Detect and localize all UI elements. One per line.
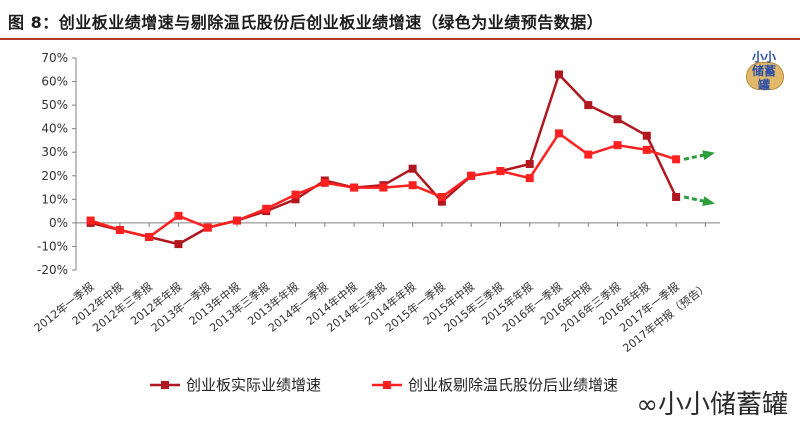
series-1-marker: [555, 70, 563, 79]
logo-text-line2: 储蓄: [751, 64, 776, 78]
series-2-marker: [233, 216, 241, 225]
series-1-marker: [584, 101, 593, 110]
series-2-marker: [555, 129, 563, 138]
series-2-marker: [496, 167, 505, 176]
series-2-marker: [174, 211, 183, 220]
legend-label-2: 创业板剔除温氏股份后业绩增速: [408, 376, 618, 394]
forecast-arrow-upper: [683, 151, 713, 161]
forecast-arrow-lower-head: [702, 196, 715, 206]
series-1-marker: [613, 115, 622, 124]
series-2-marker: [379, 183, 388, 192]
figure-header: 图 8：创业板业绩增速与剔除温氏股份后创业板业绩增速（绿色为业绩预告数据）: [0, 0, 800, 40]
series-1-marker: [174, 240, 183, 249]
series-1-marker: [672, 192, 681, 201]
y-tick-label: 60%: [41, 75, 68, 89]
y-tick-label: 0%: [49, 216, 68, 230]
y-tick-label: 20%: [41, 169, 68, 183]
y-tick-label: 70%: [41, 51, 68, 65]
series-2-marker: [203, 223, 212, 232]
legend-marker-1: [161, 381, 169, 389]
series-2-marker: [437, 192, 446, 201]
piggy-bank-icon: [746, 62, 784, 90]
series-2-marker: [350, 183, 359, 192]
y-tick-label: 40%: [41, 122, 68, 136]
series-2-marker: [408, 181, 417, 190]
series-2-marker: [642, 145, 651, 154]
watermark-text: 小小储蓄罐: [657, 390, 788, 420]
series-2-marker: [613, 141, 622, 150]
legend-marker-2: [383, 381, 391, 389]
series-2-marker: [467, 171, 476, 180]
watermark-icon: ∞: [636, 390, 658, 420]
series-2-marker: [262, 204, 271, 213]
legend-label-1: 创业板实际业绩增速: [186, 376, 321, 394]
y-tick-label: 50%: [41, 98, 68, 112]
series-1-marker: [437, 197, 446, 206]
y-tick-label: -10%: [37, 239, 68, 253]
watermark: ∞小小储蓄罐: [636, 384, 788, 421]
y-tick-label: -20%: [37, 263, 68, 277]
series-2-marker: [86, 216, 95, 225]
series-1-marker: [408, 164, 417, 173]
series-2-marker: [584, 150, 593, 159]
series-2-marker: [525, 174, 534, 183]
piggy-bank-logo: 小小 储蓄 罐: [744, 50, 784, 106]
figure-title: 图 8：创业板业绩增速与剔除温氏股份后创业板业绩增速（绿色为业绩预告数据）: [8, 13, 604, 32]
y-tick-label: 30%: [41, 145, 68, 159]
series-1-marker: [642, 131, 651, 140]
logo-text-line3: 罐: [757, 78, 770, 92]
logo-text-line1: 小小: [751, 50, 776, 64]
series-1-marker: [291, 195, 300, 204]
series-2-marker: [145, 233, 154, 242]
series-1-marker: [525, 160, 534, 168]
series-2-marker: [672, 155, 681, 164]
forecast-arrow-lower: [683, 195, 713, 205]
y-tick-label: 10%: [41, 192, 68, 206]
forecast-arrow-upper-head: [702, 150, 715, 161]
series-2-marker: [291, 190, 300, 199]
series-2-marker: [115, 225, 124, 234]
series-2-marker: [320, 178, 329, 187]
